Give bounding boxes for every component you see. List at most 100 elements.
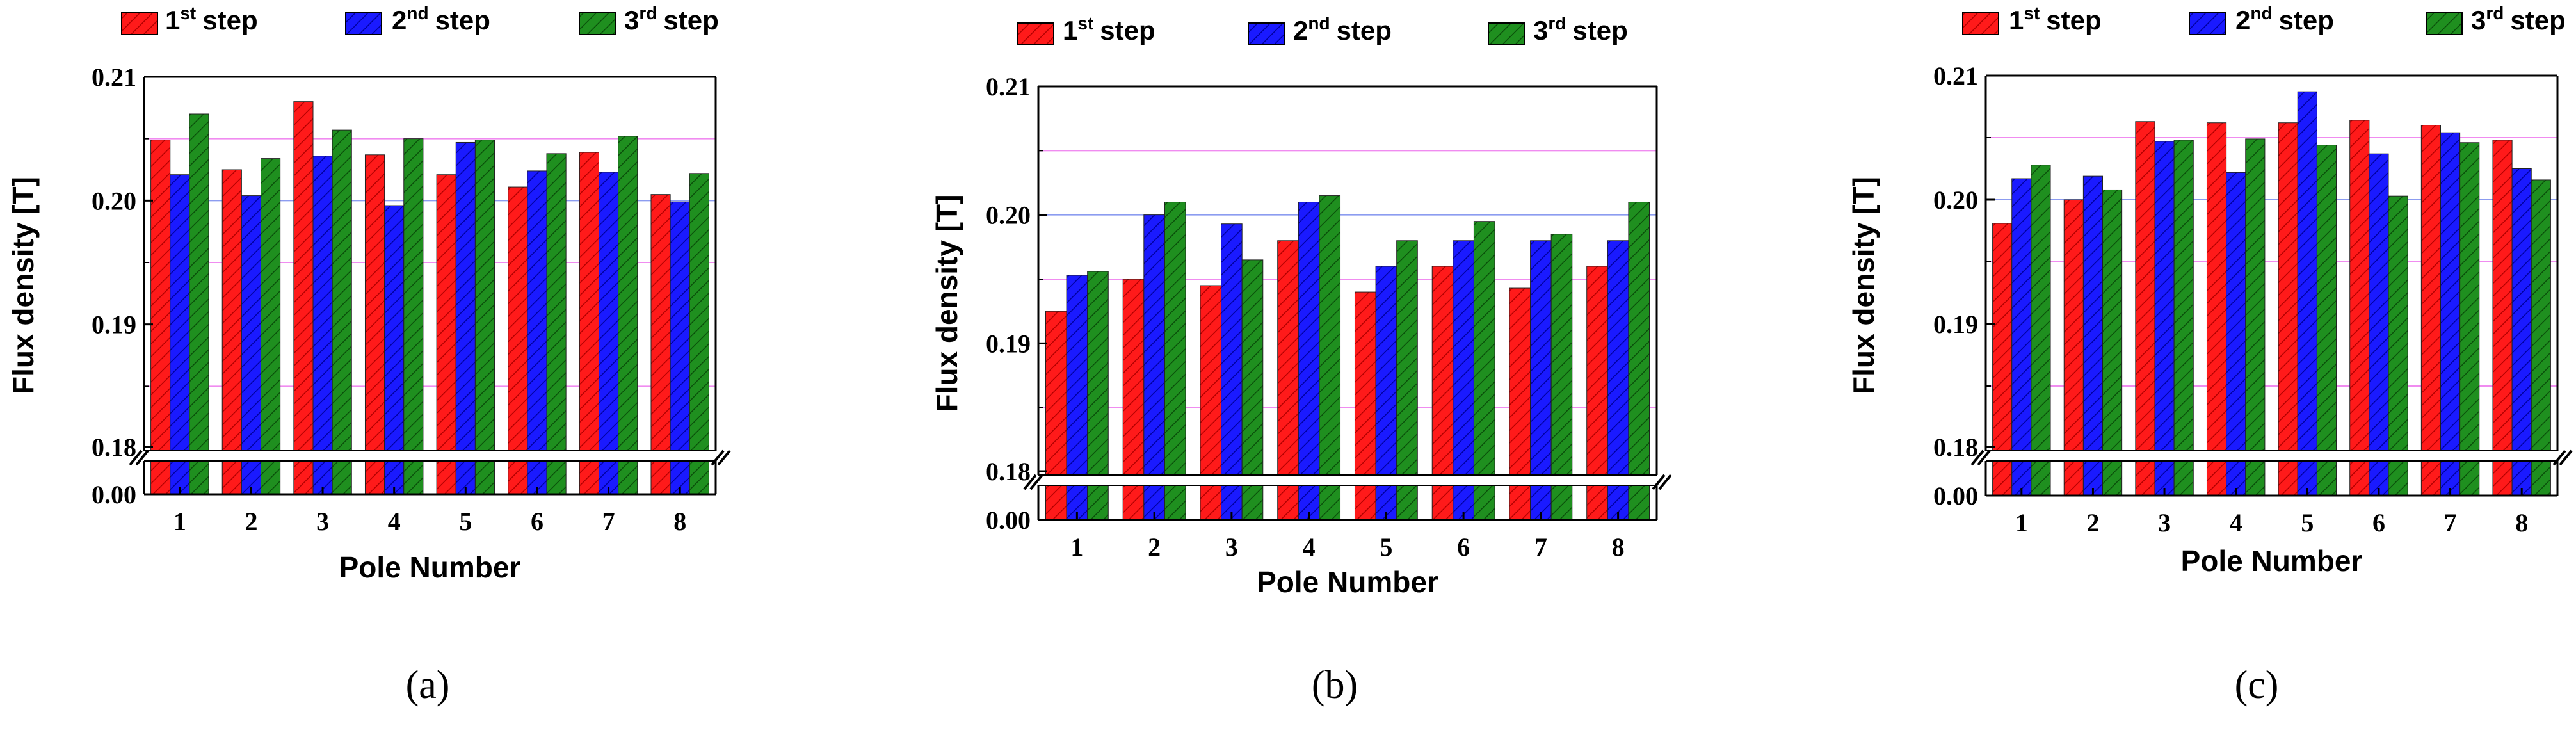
legend-item-3: 3rd step (1488, 13, 1628, 45)
bar-s2-pole-4 (2226, 172, 2246, 496)
legend-sup: st (1077, 13, 1093, 33)
legend-sup: st (180, 3, 196, 23)
legend-word: step (435, 5, 490, 35)
legend-word: step (1100, 15, 1155, 45)
bar-s2-pole-2 (1143, 214, 1165, 521)
axis-break-mark (129, 449, 143, 466)
bar-s2-pole-6 (1453, 240, 1474, 521)
legend-sup: rd (2486, 3, 2504, 23)
panel-label: (c) (2235, 663, 2279, 707)
x-tick-label: 5 (1380, 533, 1392, 561)
x-axis-title: Pole Number (339, 551, 521, 584)
y-tick-label: 0.20 (986, 201, 1031, 230)
bar-s3-pole-7 (2459, 142, 2480, 496)
x-tick-label: 3 (2158, 508, 2171, 537)
bar-s3-pole-4 (2245, 138, 2266, 496)
chart-panel-3: 1st step 2nd step 3rd step0.180.190.200.210.0… (1847, 3, 2573, 707)
y-axis-title: Flux density [T] (930, 195, 963, 412)
legend-label: 2nd step (392, 3, 490, 35)
axis-break-mark (135, 449, 149, 466)
x-tick-label: 7 (1534, 533, 1547, 561)
x-tick-label: 4 (1303, 533, 1316, 561)
x-tick-label: 4 (388, 507, 401, 536)
y-tick-label: 0.00 (92, 480, 136, 509)
bar-s2-pole-5 (2297, 91, 2317, 496)
axis-break-mark (1023, 474, 1037, 490)
x-axis-title: Pole Number (2181, 544, 2363, 578)
legend-swatch (1488, 22, 1525, 45)
legend-word: step (202, 5, 257, 35)
legend-sup: nd (1308, 13, 1330, 33)
bar-s2-pole-5 (455, 141, 476, 495)
y-tick-label: 0.19 (1933, 310, 1978, 339)
bar-s1-pole-1 (150, 140, 171, 495)
y-tick-label: 0.19 (92, 311, 136, 339)
x-tick-label: 8 (673, 507, 686, 536)
legend-label: 2nd step (2235, 3, 2334, 35)
x-tick-label: 8 (1612, 533, 1625, 561)
y-tick-label: 0.21 (986, 72, 1031, 101)
panel-label: (a) (406, 663, 450, 707)
bar-s1-pole-6 (2349, 120, 2370, 496)
x-tick-label: 6 (531, 507, 543, 536)
axis-break-mark (711, 449, 725, 466)
x-tick-label: 5 (2301, 508, 2314, 537)
axis-break-mark (1977, 449, 1991, 466)
y-axis-title: Flux density [T] (1847, 177, 1880, 394)
bar-s3-pole-5 (474, 140, 495, 495)
x-tick-label: 3 (316, 507, 329, 536)
legend-label: 1st step (165, 3, 258, 35)
bar-s1-pole-8 (2492, 140, 2513, 496)
legend-num: 3 (2471, 5, 2486, 35)
legend-label: 1st step (2009, 3, 2102, 35)
axis-break-gap (1983, 451, 2560, 461)
bar-s3-pole-8 (1628, 202, 1650, 521)
axis-break-gap (141, 451, 718, 461)
bar-s3-pole-4 (1319, 195, 1341, 521)
y-axis-title: Flux density [T] (6, 177, 40, 394)
legend-num: 2 (2235, 5, 2250, 35)
legend-item-2: 2nd step (1248, 13, 1392, 45)
legend-num: 1 (2009, 5, 2024, 35)
legend-swatch (1962, 12, 1999, 35)
legend-label: 2nd step (1293, 13, 1392, 45)
bar-s3-pole-2 (2102, 189, 2123, 496)
bar-s2-pole-6 (527, 170, 547, 495)
y-tick-label: 0.00 (1933, 481, 1978, 510)
y-tick-label: 0.18 (986, 457, 1031, 486)
legend-swatch (345, 12, 382, 35)
x-tick-label: 7 (602, 507, 615, 536)
legend-num: 3 (1533, 15, 1548, 45)
legend-sup: st (2024, 3, 2040, 23)
legend-swatch (579, 12, 616, 35)
bar-s2-pole-7 (598, 172, 619, 495)
panel-label: (b) (1312, 663, 1358, 707)
bar-s2-pole-3 (2154, 141, 2175, 496)
legend-swatch (1017, 22, 1054, 45)
bar-s3-pole-8 (2531, 179, 2551, 496)
legend-label: 3rd step (2471, 3, 2566, 35)
legend-word: step (2046, 5, 2101, 35)
bar-s2-pole-1 (2011, 178, 2032, 496)
legend-num: 1 (165, 5, 180, 35)
bar-s1-pole-4 (364, 154, 385, 495)
y-tick-label: 0.00 (986, 506, 1031, 535)
bar-s2-pole-8 (1607, 240, 1629, 521)
x-tick-label: 7 (2444, 508, 2457, 537)
legend-item-2: 2nd step (345, 3, 490, 35)
legend-word: step (2279, 5, 2334, 35)
legend-swatch (121, 12, 158, 35)
legend-num: 2 (392, 5, 407, 35)
bar-s2-pole-1 (170, 174, 190, 495)
y-tick-label: 0.20 (1933, 186, 1978, 214)
bar-s3-pole-3 (2173, 140, 2194, 496)
legend-label: 3rd step (1533, 13, 1628, 45)
bar-s1-pole-3 (293, 101, 314, 495)
bar-s1-pole-8 (650, 194, 671, 495)
bar-s3-pole-6 (1473, 221, 1495, 521)
legend-label: 3rd step (624, 3, 719, 35)
bar-s1-pole-4 (1277, 240, 1299, 521)
legend-item-2: 2nd step (2189, 3, 2334, 35)
bar-s2-pole-3 (1221, 223, 1243, 521)
bar-s1-pole-2 (2063, 199, 2084, 496)
